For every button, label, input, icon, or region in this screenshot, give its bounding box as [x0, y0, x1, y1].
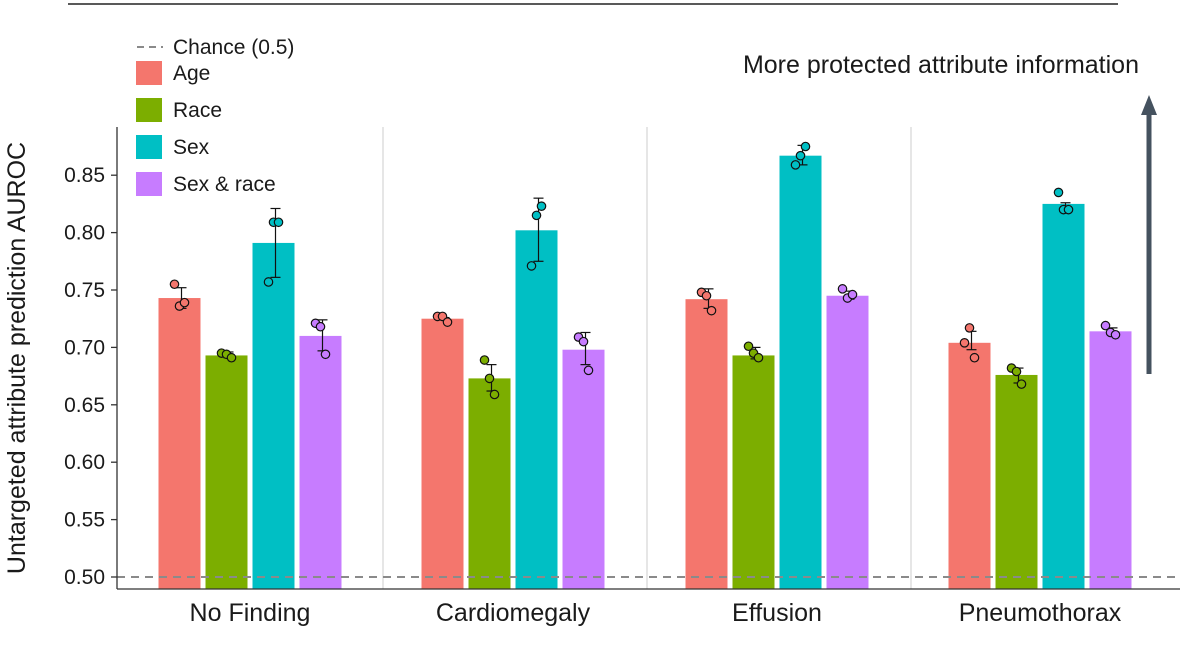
category-dividers: [382, 127, 912, 589]
bar-race: [995, 374, 1038, 589]
bar-sex: [515, 230, 558, 589]
bar-age: [421, 318, 464, 589]
point-sex: [795, 150, 806, 161]
legend-age-swatch: [136, 61, 162, 85]
bars: [158, 155, 1132, 589]
y-axis-label: Untargeted attribute prediction AUROC: [3, 142, 31, 574]
point-race: [743, 341, 754, 352]
point-sex-race: [578, 336, 589, 347]
point-sex: [536, 201, 547, 211]
bar-age: [158, 298, 201, 589]
point-sex: [273, 217, 284, 228]
legend-sex-swatch: [136, 135, 162, 159]
up-arrow-icon: [1141, 95, 1157, 374]
point-race: [226, 352, 237, 363]
point-age: [169, 279, 180, 290]
point-sex-race: [847, 289, 858, 300]
bar-age: [685, 299, 728, 589]
y-ticks: 0.50 0.55 0.60 0.65 0.70 0.75 0.80 0.85: [64, 164, 117, 589]
bar-race: [468, 378, 511, 589]
bar-race: [205, 355, 248, 589]
legend-chance-label: Chance (0.5): [173, 36, 294, 59]
legend-sex-label: Sex: [173, 136, 210, 159]
point-sex-race: [1110, 329, 1121, 340]
point-race: [484, 373, 495, 384]
y-tick-label: 0.70: [64, 336, 105, 359]
point-sex: [790, 160, 801, 170]
bar-sex-race: [826, 295, 869, 589]
point-age: [701, 290, 712, 301]
x-category-label: Effusion: [732, 599, 822, 627]
bar-sex: [1042, 203, 1085, 589]
legend-sex-race-swatch: [136, 172, 162, 196]
point-sex: [1063, 204, 1074, 215]
legend-race-swatch: [136, 98, 162, 122]
x-category-label: No Finding: [190, 599, 311, 627]
point-sex-race: [315, 321, 326, 332]
legend-race-label: Race: [173, 99, 222, 122]
point-sex: [263, 277, 274, 287]
point-sex-race: [583, 365, 594, 376]
point-race: [489, 389, 500, 400]
bar-sex: [779, 155, 822, 589]
bar-sex: [252, 242, 295, 589]
y-tick-label: 0.60: [64, 451, 105, 474]
point-race: [479, 355, 490, 365]
point-age: [969, 352, 980, 363]
y-tick-label: 0.75: [64, 279, 105, 302]
point-age: [964, 323, 975, 333]
point-age: [959, 338, 970, 348]
y-tick-label: 0.50: [64, 566, 105, 589]
bar-sex-race: [1089, 331, 1132, 589]
point-race: [1011, 366, 1022, 377]
bar-age: [948, 342, 991, 589]
point-sex: [1053, 187, 1064, 198]
y-tick-label: 0.65: [64, 394, 105, 417]
x-category-label: Pneumothorax: [959, 599, 1122, 627]
point-race: [753, 352, 764, 363]
x-category-labels: No Finding Cardiomegaly Effusion Pneumothor…: [190, 599, 1122, 627]
point-age: [442, 317, 453, 327]
point-sex-race: [320, 349, 331, 360]
bar-race: [732, 355, 775, 589]
point-sex: [526, 261, 537, 271]
point-sex-race: [1100, 320, 1111, 331]
point-sex: [800, 141, 811, 152]
axes: [116, 127, 1180, 590]
point-sex: [531, 210, 542, 221]
point-age: [179, 297, 190, 308]
y-tick-label: 0.55: [64, 509, 105, 532]
legend-age-label: Age: [173, 62, 210, 85]
bar-sex-race: [562, 349, 605, 589]
data-points: [169, 141, 1121, 400]
x-category-label: Cardiomegaly: [436, 599, 591, 627]
point-age: [706, 305, 717, 316]
point-race: [1016, 379, 1027, 389]
bar-sex-race: [299, 335, 342, 589]
y-tick-label: 0.85: [64, 164, 105, 187]
legend: Chance (0.5) Age Race Sex Sex & race: [136, 36, 294, 196]
annotation-text: More protected attribute information: [743, 51, 1139, 79]
y-tick-label: 0.80: [64, 222, 105, 245]
point-sex-race: [837, 284, 848, 294]
legend-sex-race-label: Sex & race: [173, 173, 276, 196]
